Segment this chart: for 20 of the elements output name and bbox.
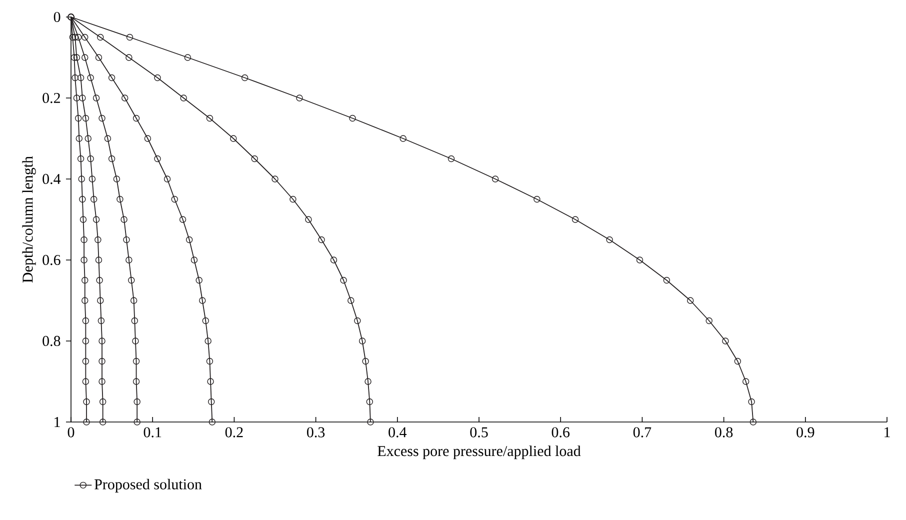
y-tick-label: 0.4 [42, 174, 61, 184]
y-tick-label: 0 [54, 12, 60, 22]
x-tick-label: 0.4 [388, 427, 407, 438]
y-axis-title: Depth/column length [22, 156, 36, 283]
x-tick-label: 0.9 [796, 427, 814, 438]
x-tick-label: 0 [68, 427, 74, 438]
x-tick-label: 0.5 [470, 427, 488, 438]
x-axis-title: Excess pore pressure/applied load [378, 446, 581, 460]
y-tick-label: 0.6 [42, 254, 60, 266]
x-tick-label: 0.3 [307, 427, 325, 438]
x-tick-label: 0.8 [715, 427, 733, 438]
y-tick-label: 1 [54, 417, 60, 427]
x-tick-label: 0.6 [552, 427, 570, 438]
x-tick-label: 0.1 [144, 427, 162, 438]
y-tick-label: 0.2 [42, 92, 60, 104]
x-tick-label: 0.7 [633, 427, 652, 438]
y-tick-label: 0.8 [42, 336, 60, 346]
legend-label: Proposed solution [94, 478, 202, 492]
x-tick-label: 0.2 [225, 427, 243, 438]
x-tick-label: 1 [884, 427, 890, 438]
